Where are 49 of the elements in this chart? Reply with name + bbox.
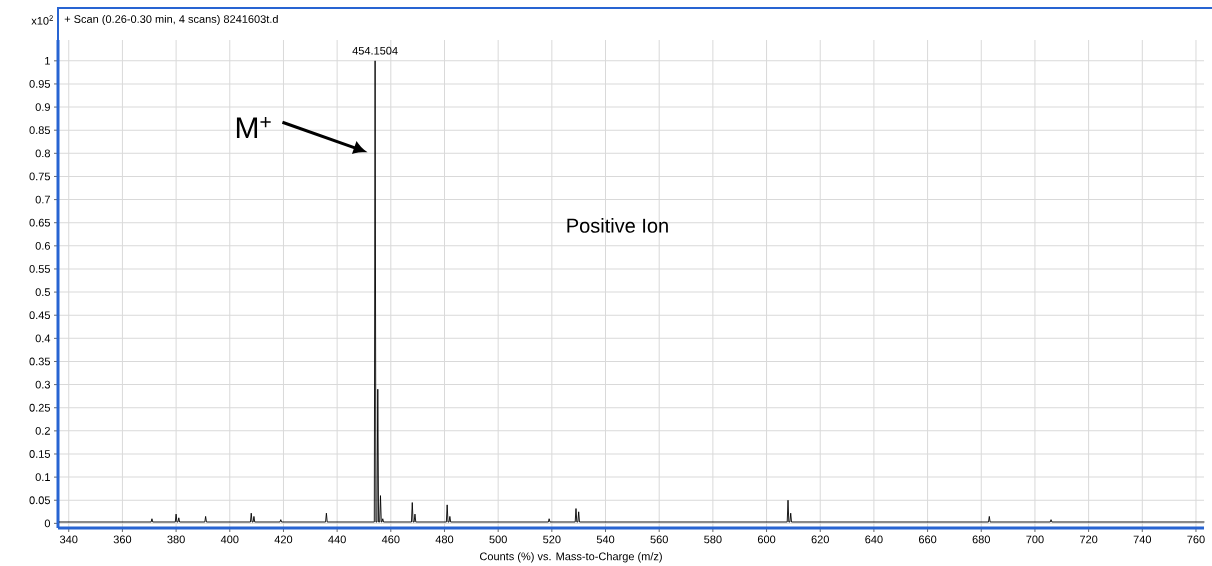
- x-tick-label: 420: [274, 535, 293, 544]
- y-tick-label: 0.4: [35, 334, 51, 343]
- chart-title: + Scan (0.26-0.30 min, 4 scans) 8241603t.d: [64, 14, 278, 26]
- annotation: M$^{+}$: [236, 116, 271, 139]
- y-tick-label: 0.85: [29, 126, 50, 135]
- y-tick-label: 0.3: [35, 380, 50, 389]
- x-tick-label: 760: [1187, 535, 1205, 544]
- y-tick-label: 0.2: [35, 426, 50, 435]
- x-tick-label: 380: [167, 535, 185, 544]
- x-axis-title: Counts (%) vs. Mass-to-Charge (m/z): [480, 552, 662, 563]
- y-tick-label: 0.35: [29, 357, 50, 366]
- y-tick-label: 0.45: [29, 311, 50, 320]
- x-tick-label: 400: [220, 535, 239, 544]
- y-tick-label: 0.25: [29, 403, 50, 412]
- y-tick-label: 0.75: [29, 172, 50, 181]
- y-tick-label: 0.05: [29, 496, 50, 505]
- x-tick-label: 740: [1133, 535, 1152, 544]
- x-tick-label: 660: [918, 535, 937, 544]
- x-tick-label: 500: [489, 535, 507, 544]
- x-tick-label: 520: [543, 535, 561, 544]
- x-tick-label: 720: [1080, 535, 1098, 544]
- x-tick-label: 460: [381, 535, 400, 544]
- y-tick-label: 0.1: [35, 473, 50, 482]
- x-tick-label: 640: [865, 535, 883, 544]
- x-tick-label: 600: [757, 535, 776, 544]
- annotation: 454.1504: [352, 46, 398, 55]
- y-tick-label: 0.5: [35, 288, 50, 296]
- x-tick-label: 440: [328, 535, 346, 544]
- text: x10$^{2}$: [31, 15, 53, 25]
- y-tick-label: 0: [44, 519, 51, 528]
- y-tick-label: 0.6: [35, 241, 50, 250]
- y-tick-label: 0.8: [35, 149, 50, 158]
- x-tick-label: 480: [435, 535, 454, 544]
- y-tick-label: 0.65: [29, 218, 50, 227]
- x-tick-label: 360: [113, 535, 132, 544]
- x-tick-label: 580: [704, 535, 722, 544]
- y-tick-label: 0.95: [29, 80, 50, 88]
- y-tick-label: 0.15: [29, 450, 50, 458]
- x-tick-label: 560: [650, 535, 668, 544]
- y-tick-label: 0.7: [35, 195, 50, 204]
- x-tick-label: 700: [1026, 535, 1044, 544]
- x-tick-label: 680: [972, 535, 990, 544]
- x-tick-label: 340: [59, 535, 78, 544]
- y-tick-label: 1: [45, 57, 50, 65]
- y-tick-label: 0.55: [29, 265, 50, 273]
- x-tick-label: 540: [596, 535, 615, 544]
- x-tick-label: 620: [811, 535, 829, 544]
- y-tick-label: 0.9: [35, 103, 50, 111]
- annotation: Positive Ion: [567, 218, 668, 233]
